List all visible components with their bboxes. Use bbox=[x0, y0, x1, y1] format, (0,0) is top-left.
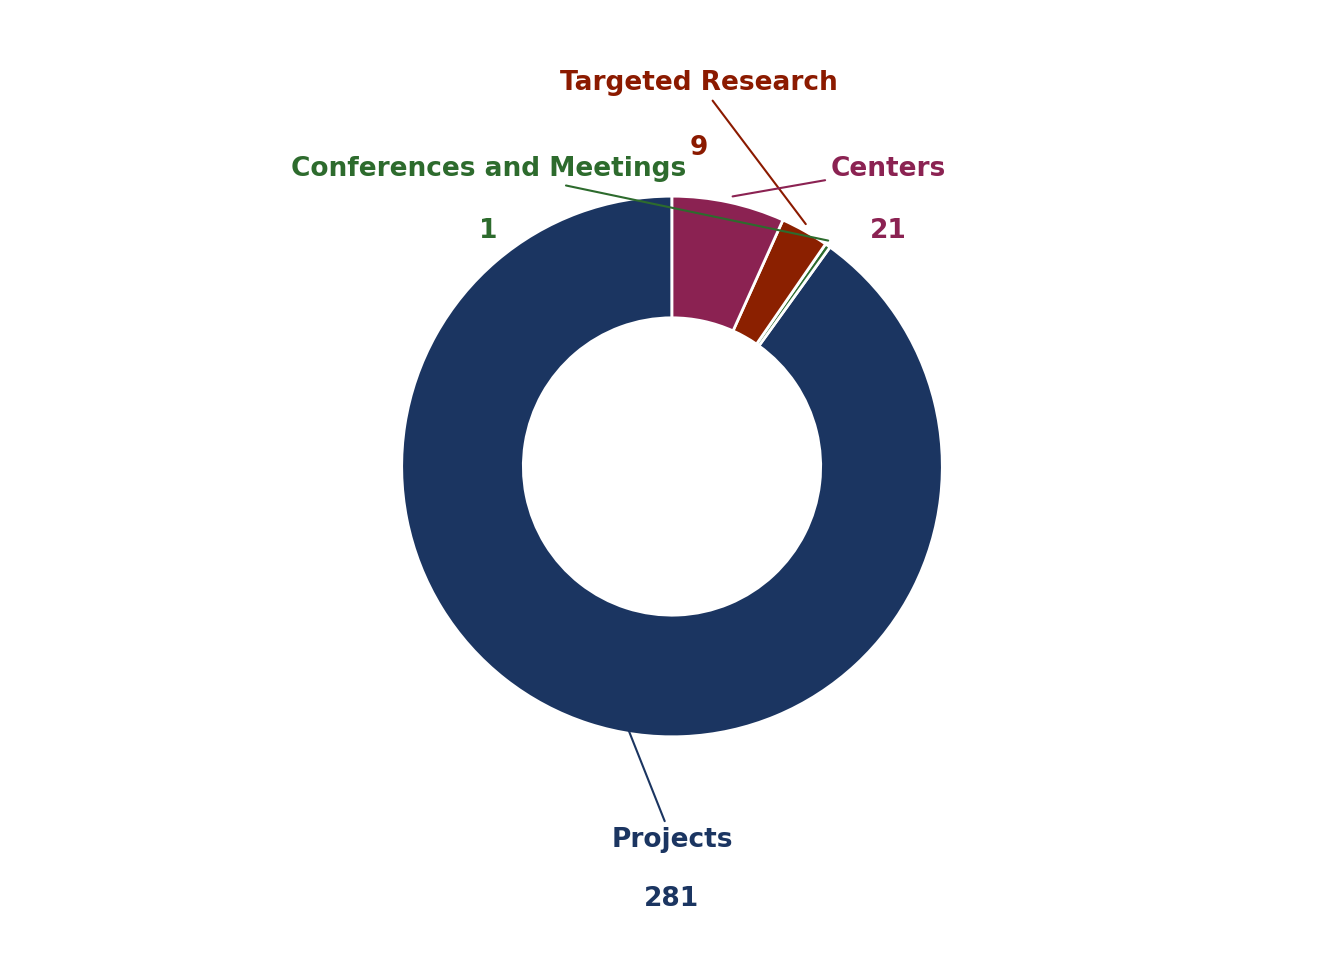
Text: Projects: Projects bbox=[606, 675, 732, 852]
Wedge shape bbox=[672, 196, 784, 331]
Text: Targeted Research: Targeted Research bbox=[560, 70, 837, 224]
Wedge shape bbox=[757, 244, 831, 346]
Text: 21: 21 bbox=[870, 218, 907, 244]
Text: 9: 9 bbox=[689, 134, 708, 160]
Wedge shape bbox=[402, 196, 942, 737]
Text: Conferences and Meetings: Conferences and Meetings bbox=[290, 156, 828, 241]
Wedge shape bbox=[732, 220, 825, 344]
Text: Centers: Centers bbox=[732, 156, 946, 197]
Text: 1: 1 bbox=[478, 218, 497, 244]
Text: 281: 281 bbox=[644, 886, 700, 912]
